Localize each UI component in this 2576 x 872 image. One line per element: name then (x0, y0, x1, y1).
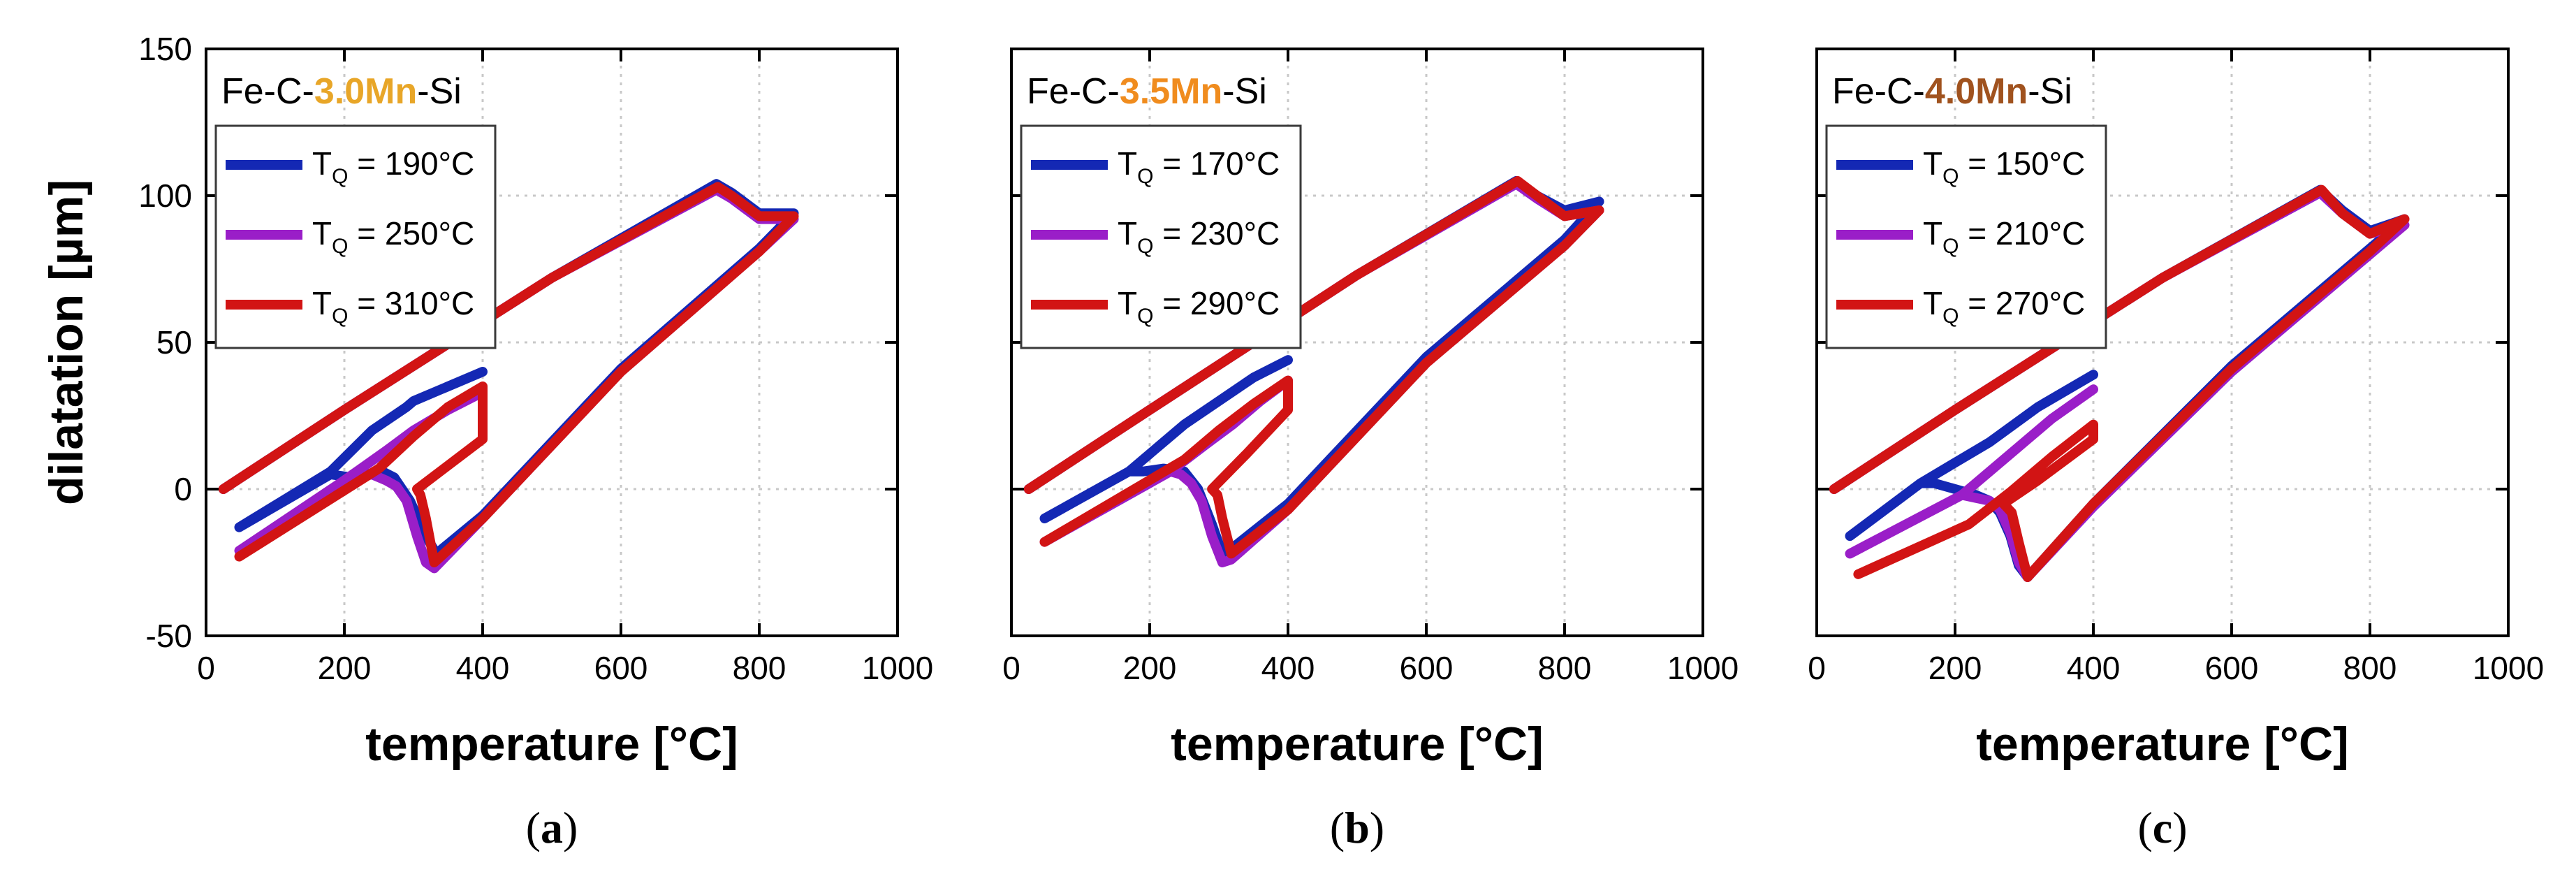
caption-letter: c (2153, 803, 2172, 852)
panel-2: 0 200 400 600 800 1000 temperature [°C] Fe-C-3.… (1002, 48, 1739, 852)
legend-value: = 170°C (1153, 145, 1280, 182)
legend-var-sub: Q (332, 165, 348, 188)
legend-label-1: TQ = 170°C (1118, 145, 1280, 188)
x-tick-label: 0 (1808, 650, 1826, 686)
caption-close: ) (2172, 803, 2187, 852)
legend: TQ = 170°CTQ = 230°CTQ = 290°C (1020, 124, 1302, 349)
panel-title-suffix: -Si (2028, 71, 2072, 112)
legend-label-3: TQ = 310°C (312, 285, 474, 328)
y-tick-label: 100 (138, 177, 192, 214)
x-tick-label: 0 (1002, 650, 1020, 686)
caption-letter: a (541, 803, 563, 852)
legend-var-sub: Q (1137, 305, 1153, 328)
x-tick-label: 600 (1400, 650, 1454, 686)
caption-open: ( (1330, 803, 1345, 852)
x-tick-label: 0 (197, 650, 215, 686)
panel-title-mn: 3.5Mn (1120, 71, 1222, 112)
legend-var-sub: Q (1137, 165, 1153, 188)
caption-open: ( (526, 803, 541, 852)
legend-value: = 250°C (348, 215, 474, 252)
legend-value: = 290°C (1153, 285, 1280, 321)
legend-var-sub: Q (332, 305, 348, 328)
panel-title-suffix: -Si (417, 71, 462, 112)
legend-label-3: TQ = 270°C (1923, 285, 2085, 328)
x-tick-label: 600 (594, 650, 648, 686)
legend-var-sub: Q (1137, 235, 1153, 258)
y-tick-label: 150 (138, 31, 192, 67)
y-tick-label: -50 (146, 618, 192, 654)
x-tick-label: 600 (2205, 650, 2259, 686)
caption-open: ( (2137, 803, 2152, 852)
legend-var: T (312, 285, 332, 321)
panel-title: Fe-C-4.0Mn-Si (1832, 71, 2072, 112)
legend-label-2: TQ = 210°C (1923, 215, 2085, 258)
legend-value: = 210°C (1959, 215, 2085, 252)
x-tick-label: 1000 (862, 650, 933, 686)
panel-1: 0 200 400 600 800 1000-50050100150temperature… (40, 31, 933, 852)
panel-title-prefix: Fe-C- (221, 71, 314, 112)
panel-title-mn: 3.0Mn (314, 71, 417, 112)
x-tick-label: 800 (2343, 650, 2397, 686)
legend-label-1: TQ = 190°C (312, 145, 474, 188)
legend-var: T (312, 215, 332, 252)
legend: TQ = 190°CTQ = 250°CTQ = 310°C (214, 124, 497, 349)
series-line-3 (1023, 176, 1604, 559)
legend-value: = 310°C (348, 285, 474, 321)
caption-close: ) (563, 803, 578, 852)
x-tick-label: 1000 (1667, 650, 1739, 686)
panel-caption: (a) (526, 803, 578, 852)
legend-value: = 190°C (348, 145, 474, 182)
y-tick-label: 50 (156, 324, 192, 361)
x-tick-label: 800 (1538, 650, 1592, 686)
x-tick-label: 1000 (2473, 650, 2544, 686)
y-axis-title: dilatation [µm] (40, 180, 93, 505)
x-tick-label: 200 (318, 650, 372, 686)
legend-label-2: TQ = 230°C (1118, 215, 1280, 258)
legend-var-sub: Q (1942, 235, 1959, 258)
series-line-3 (218, 182, 799, 567)
panel-title-mn: 4.0Mn (1925, 71, 2028, 112)
x-axis-title: temperature [°C] (365, 718, 738, 771)
x-tick-label: 400 (1261, 650, 1315, 686)
panel-title-prefix: Fe-C- (1027, 71, 1120, 112)
legend-var: T (1923, 145, 1942, 182)
legend-label-2: TQ = 250°C (312, 215, 474, 258)
legend-var: T (1923, 285, 1942, 321)
legend-var: T (1118, 145, 1137, 182)
y-tick-label: 0 (174, 471, 192, 507)
legend-label-1: TQ = 150°C (1923, 145, 2085, 188)
x-axis-title: temperature [°C] (1976, 718, 2349, 771)
legend-var: T (1118, 215, 1137, 252)
series-line-3 (1829, 184, 2410, 582)
legend-label-3: TQ = 290°C (1118, 285, 1280, 328)
panel-caption: (c) (2137, 803, 2187, 852)
x-axis-title: temperature [°C] (1171, 718, 1544, 771)
x-tick-label: 200 (1929, 650, 1982, 686)
legend-value: = 150°C (1959, 145, 2085, 182)
legend: TQ = 150°CTQ = 210°CTQ = 270°C (1825, 124, 2107, 349)
legend-var-sub: Q (1942, 305, 1959, 328)
legend-var-sub: Q (332, 235, 348, 258)
panel-title-prefix: Fe-C- (1832, 71, 1925, 112)
legend-value: = 270°C (1959, 285, 2085, 321)
x-tick-label: 400 (456, 650, 510, 686)
x-tick-label: 800 (733, 650, 786, 686)
panel-3: 0 200 400 600 800 1000 temperature [°C] Fe-C-4.… (1808, 48, 2544, 852)
legend-var-sub: Q (1942, 165, 1959, 188)
legend-var: T (312, 145, 332, 182)
caption-close: ) (1370, 803, 1384, 852)
caption-letter: b (1345, 803, 1370, 852)
panel-title: Fe-C-3.0Mn-Si (221, 71, 462, 112)
legend-var: T (1118, 285, 1137, 321)
panel-title-suffix: -Si (1222, 71, 1267, 112)
legend-value: = 230°C (1153, 215, 1280, 252)
x-tick-label: 400 (2067, 650, 2121, 686)
panel-title: Fe-C-3.5Mn-Si (1027, 71, 1267, 112)
panel-caption: (b) (1330, 803, 1384, 852)
x-tick-label: 200 (1123, 650, 1177, 686)
legend-var: T (1923, 215, 1942, 252)
